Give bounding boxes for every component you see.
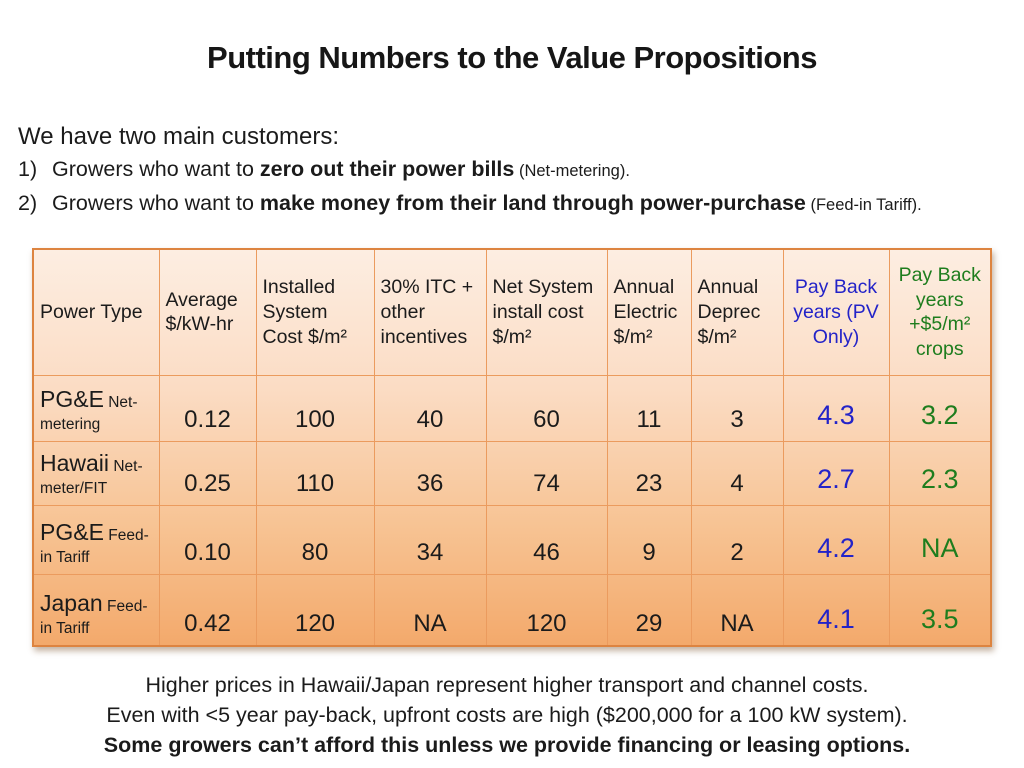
footer-line-2: Even with <5 year pay-back, upfront cost… xyxy=(106,703,908,727)
avg-cost-cell: 0.42 xyxy=(158,573,257,647)
table-row-pge-net-metering: PG&E Net-metering 0.12 100 40 60 11 3 4.… xyxy=(32,374,992,442)
avg-cost-cell: 0.12 xyxy=(158,374,257,442)
net-cost-cell: 60 xyxy=(485,374,608,442)
list-item-bold: zero out their power bills xyxy=(259,157,515,181)
payback-pv-cell: 4.2 xyxy=(782,504,890,575)
list-item-number: 2) xyxy=(18,191,38,215)
column-header-annual-electric: Annual Electric $/m² xyxy=(606,248,692,376)
annual-deprec-cell: NA xyxy=(690,573,784,647)
power-type-main: Japan xyxy=(40,590,103,617)
list-item-lead: Growers who want to xyxy=(52,191,260,215)
table-row-pge-feed-in-tariff: PG&E Feed-in Tariff 0.10 80 34 46 9 2 4.… xyxy=(32,504,992,575)
intro-section: We have two main customers: 1) Growers w… xyxy=(18,121,1018,221)
installed-cost-cell: 110 xyxy=(255,440,375,506)
payback-crops-cell: 3.5 xyxy=(888,573,992,647)
payback-pv-cell: 2.7 xyxy=(782,440,890,506)
column-header-annual-deprec: Annual Deprec $/m² xyxy=(690,248,784,376)
power-type-cell: PG&E Feed-in Tariff xyxy=(32,504,160,575)
power-type-cell: Japan Feed-in Tariff xyxy=(32,573,160,647)
table-row-hawaii-net-meter-fit: Hawaii Net-meter/FIT 0.25 110 36 74 23 4… xyxy=(32,440,992,506)
annual-electric-cell: 29 xyxy=(606,573,692,647)
power-type-sub: Net-meter/FIT xyxy=(40,457,143,497)
list-item-text: Growers who want to zero out their power… xyxy=(52,154,630,187)
net-cost-cell: 120 xyxy=(485,573,608,647)
list-item-bold: make money from their land through power… xyxy=(259,191,806,215)
payback-crops-cell: NA xyxy=(888,504,992,575)
power-type-sub: Feed-in Tariff xyxy=(40,598,148,638)
power-type-sub: Feed-in Tariff xyxy=(40,526,149,566)
annual-deprec-cell: 2 xyxy=(690,504,784,575)
column-header-net-install-cost: Net System install cost $/m² xyxy=(485,248,608,376)
footer-line-3: Some growers can’t afford this unless we… xyxy=(103,733,911,757)
table-header-row: Power Type Average $/kW-hr Installed Sys… xyxy=(32,248,992,376)
list-item-text: Growers who want to make money from thei… xyxy=(52,188,922,221)
column-header-itc-incentives: 30% ITC + other incentives xyxy=(373,248,487,376)
column-header-installed-cost: Installed System Cost $/m² xyxy=(255,248,375,376)
column-header-payback-crops: Pay Back years +$5/m² crops xyxy=(888,248,992,376)
power-type-cell: Hawaii Net-meter/FIT xyxy=(32,440,160,506)
list-item-number: 1) xyxy=(18,157,38,181)
intro-heading: We have two main customers: xyxy=(18,123,340,150)
list-item-lead: Growers who want to xyxy=(52,157,260,181)
power-type-main: PG&E xyxy=(40,518,104,545)
installed-cost-cell: 100 xyxy=(255,374,375,442)
installed-cost-cell: 120 xyxy=(255,573,375,647)
payback-pv-cell: 4.1 xyxy=(782,573,890,647)
itc-cell: 40 xyxy=(373,374,487,442)
itc-cell: NA xyxy=(373,573,487,647)
power-type-main: PG&E xyxy=(40,385,104,412)
column-header-payback-pv: Pay Back years (PV Only) xyxy=(782,248,890,376)
annual-deprec-cell: 3 xyxy=(690,374,784,442)
value-propositions-table: Power Type Average $/kW-hr Installed Sys… xyxy=(32,248,992,647)
column-header-power-type: Power Type xyxy=(32,248,160,376)
annual-electric-cell: 23 xyxy=(606,440,692,506)
footer-notes: Higher prices in Hawaii/Japan represent … xyxy=(30,670,984,760)
net-cost-cell: 46 xyxy=(485,504,608,575)
avg-cost-cell: 0.25 xyxy=(158,440,257,506)
annual-electric-cell: 11 xyxy=(606,374,692,442)
annual-deprec-cell: 4 xyxy=(690,440,784,506)
payback-crops-cell: 3.2 xyxy=(888,374,992,442)
itc-cell: 34 xyxy=(373,504,487,575)
list-item: 2) Growers who want to make money from t… xyxy=(18,188,1018,221)
annual-electric-cell: 9 xyxy=(606,504,692,575)
power-type-sub: Net-metering xyxy=(40,393,138,433)
list-item-note: (Net-metering). xyxy=(514,162,630,180)
payback-pv-cell: 4.3 xyxy=(782,374,890,442)
payback-crops-cell: 2.3 xyxy=(888,440,992,506)
net-cost-cell: 74 xyxy=(485,440,608,506)
avg-cost-cell: 0.10 xyxy=(158,504,257,575)
column-header-average: Average $/kW-hr xyxy=(158,248,257,376)
power-type-main: Hawaii xyxy=(40,449,110,476)
page-title: Putting Numbers to the Value Proposition… xyxy=(207,40,817,75)
table-row-japan-feed-in-tariff: Japan Feed-in Tariff 0.42 120 NA 120 29 … xyxy=(32,573,992,647)
list-item: 1) Growers who want to zero out their po… xyxy=(18,154,1018,187)
footer-line-1: Higher prices in Hawaii/Japan represent … xyxy=(145,673,869,697)
itc-cell: 36 xyxy=(373,440,487,506)
power-type-cell: PG&E Net-metering xyxy=(32,374,160,442)
list-item-note: (Feed-in Tariff). xyxy=(805,196,922,214)
installed-cost-cell: 80 xyxy=(255,504,375,575)
